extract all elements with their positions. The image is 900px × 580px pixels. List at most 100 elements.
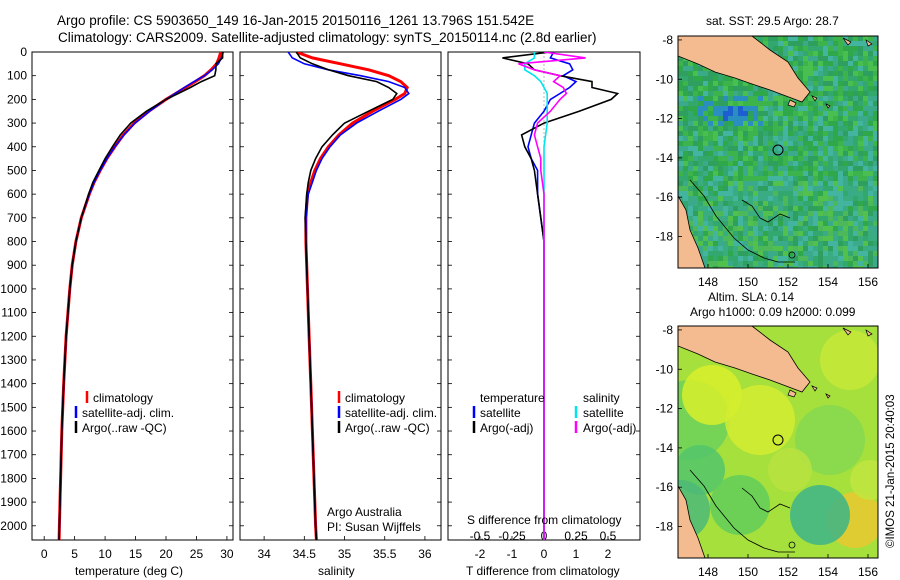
sst-pixel — [738, 141, 744, 147]
lat-tick-label: -16 — [656, 190, 674, 204]
sst-pixel — [778, 106, 784, 112]
sst-pixel — [813, 236, 819, 242]
sst-pixel — [768, 121, 774, 127]
sst-pixel — [743, 166, 749, 172]
sst-pixel — [823, 116, 829, 122]
sst-pixel — [858, 216, 864, 222]
sst-pixel — [703, 146, 709, 152]
sst-pixel — [858, 191, 864, 197]
sst-pixel — [748, 251, 754, 257]
sst-pixel — [843, 116, 849, 122]
sst-pixel — [778, 111, 784, 117]
sst-pixel — [808, 121, 814, 127]
sst-pixel — [698, 251, 704, 257]
sst-pixel — [843, 131, 849, 137]
sst-pixel — [848, 86, 854, 92]
sst-pixel — [733, 136, 739, 142]
sst-pixel — [678, 81, 684, 87]
sst-pixel — [723, 236, 729, 242]
sst-pixel — [793, 176, 799, 182]
sst-pixel — [868, 166, 874, 172]
sst-pixel — [828, 221, 834, 227]
sst-pixel — [748, 261, 754, 267]
sst-pixel — [773, 166, 779, 172]
sst-pixel — [763, 116, 769, 122]
sst-pixel — [873, 86, 878, 92]
sst-pixel — [838, 261, 844, 267]
sst-pixel — [718, 166, 724, 172]
depth-tick-label: 1300 — [0, 353, 27, 367]
sst-pixel — [683, 76, 689, 82]
sst-pixel — [738, 266, 744, 268]
temperature-argo-line — [58, 52, 224, 540]
sst-pixel — [818, 246, 824, 252]
sst-pixel — [863, 161, 869, 167]
sst-pixel — [828, 146, 834, 152]
sst-pixel — [803, 211, 809, 217]
sst-pixel — [763, 201, 769, 207]
sst-pixel — [818, 51, 824, 57]
sst-pixel — [693, 146, 699, 152]
sst-pixel — [753, 176, 759, 182]
sst-pixel — [803, 201, 809, 207]
sst-pixel — [778, 196, 784, 202]
sst-pixel — [783, 96, 789, 102]
sst-pixel — [703, 241, 709, 247]
sst-pixel — [768, 96, 774, 102]
sst-pixel — [818, 191, 824, 197]
sst-pixel — [758, 141, 764, 147]
sst-pixel — [753, 261, 759, 267]
sst-pixel — [773, 96, 779, 102]
sst-pixel — [683, 141, 689, 147]
sst-pixel — [813, 131, 819, 137]
sst-pixel — [693, 81, 699, 87]
sst-pixel — [813, 136, 819, 142]
sst-pixel — [713, 136, 719, 142]
sst-pixel — [833, 36, 839, 42]
sst-pixel — [828, 191, 834, 197]
sst-pixel — [863, 46, 869, 52]
sst-pixel — [723, 171, 729, 177]
sst-pixel — [738, 251, 744, 257]
sst-pixel — [848, 41, 854, 47]
sst-pixel — [823, 56, 829, 62]
sst-pixel — [818, 231, 824, 237]
sst-pixel — [848, 191, 854, 197]
sst-pixel — [713, 151, 719, 157]
sst-pixel — [803, 241, 809, 247]
sst-pixel — [753, 256, 759, 262]
sst-pixel — [803, 166, 809, 172]
sst-pixel — [713, 266, 719, 268]
sst-pixel — [798, 221, 804, 227]
sst-pixel — [838, 206, 844, 212]
sst-pixel — [843, 46, 849, 52]
sst-pixel — [813, 256, 819, 262]
sst-pixel — [813, 241, 819, 247]
lon-tick-label: 152 — [778, 565, 798, 579]
sst-pixel — [788, 111, 794, 117]
sst-pixel — [843, 36, 849, 42]
sst-pixel — [768, 106, 774, 112]
sst-pixel — [738, 161, 744, 167]
sst-pixel — [863, 116, 869, 122]
lat-tick-label: -10 — [656, 362, 674, 376]
sst-map-title: sat. SST: 29.5 Argo: 28.7 — [706, 14, 839, 28]
legend-argo-label: Argo(..raw -QC) — [345, 421, 430, 435]
sst-pixel — [773, 181, 779, 187]
sst-pixel — [863, 236, 869, 242]
sst-pixel — [853, 176, 859, 182]
sst-pixel — [863, 186, 869, 192]
sst-pixel — [838, 136, 844, 142]
temperature-diff-tick-label: 0 — [541, 547, 548, 561]
sst-pixel — [783, 126, 789, 132]
sst-pixel — [793, 211, 799, 217]
sst-pixel — [833, 91, 839, 97]
sst-pixel — [718, 176, 724, 182]
sst-pixel — [808, 131, 814, 137]
sst-pixel — [823, 196, 829, 202]
sst-pixel — [778, 41, 784, 47]
sst-pixel — [863, 66, 869, 72]
sst-pixel — [778, 116, 784, 122]
sst-pixel — [738, 206, 744, 212]
sst-pixel — [793, 186, 799, 192]
